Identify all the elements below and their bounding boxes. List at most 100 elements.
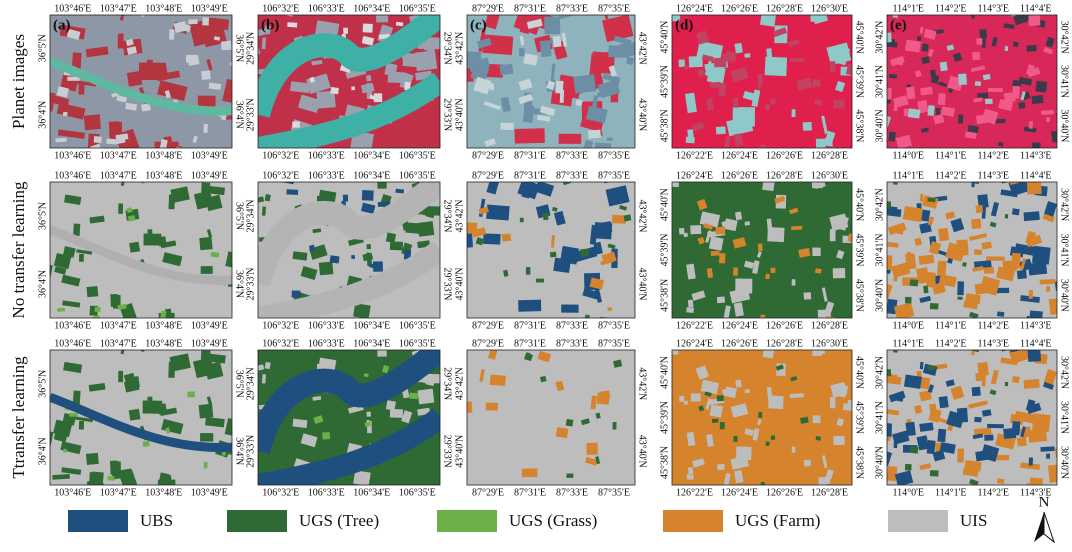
latitude-label: 45°39'N bbox=[659, 65, 670, 98]
land-patch bbox=[200, 433, 213, 441]
land-patch bbox=[833, 99, 844, 108]
land-patch bbox=[758, 243, 763, 251]
longitude-label: 114°3'E bbox=[1020, 150, 1052, 161]
land-patch bbox=[937, 261, 947, 276]
land-patch bbox=[792, 447, 796, 453]
longitude-label: 126°22'E bbox=[676, 150, 713, 161]
land-patch bbox=[957, 281, 964, 295]
latitude-label: 45°39'N bbox=[854, 65, 865, 98]
latitude-label: 36°4'N bbox=[234, 101, 245, 129]
land-patch bbox=[679, 228, 685, 235]
land-patch bbox=[804, 460, 811, 467]
latitude-label: 29°34'N bbox=[245, 32, 256, 65]
land-patch bbox=[792, 279, 796, 285]
longitude-label: 103°47'E bbox=[100, 150, 137, 161]
land-patch bbox=[1032, 246, 1051, 265]
land-patch bbox=[203, 124, 208, 133]
land-patch bbox=[957, 448, 964, 462]
land-patch bbox=[363, 24, 373, 33]
longitude-label: 87°33'E bbox=[556, 338, 588, 349]
land-patch bbox=[1023, 211, 1039, 221]
legend-swatch bbox=[437, 510, 497, 532]
longitude-label: 87°33'E bbox=[556, 170, 588, 181]
land-patch bbox=[974, 249, 982, 255]
panel-label: (d) bbox=[675, 17, 693, 33]
land-patch bbox=[1046, 286, 1050, 291]
land-patch bbox=[910, 446, 919, 453]
land-patch bbox=[188, 19, 197, 24]
legend-label: UIS bbox=[960, 511, 987, 530]
land-patch bbox=[733, 267, 738, 275]
map-panel bbox=[41, 168, 239, 336]
longitude-label: 114°1'E bbox=[935, 150, 967, 161]
land-patch bbox=[500, 123, 514, 131]
longitude-label: 87°31'E bbox=[514, 320, 546, 331]
land-patch bbox=[580, 248, 589, 256]
land-patch bbox=[395, 189, 403, 194]
latitude-label: 36°4'N bbox=[234, 437, 245, 465]
longitude-label: 126°30'E bbox=[811, 338, 848, 349]
land-patch bbox=[938, 93, 946, 105]
land-patch bbox=[688, 467, 693, 474]
row-label: No transfer learning bbox=[9, 181, 28, 318]
latitude-label: 30°40'N bbox=[874, 109, 885, 142]
longitude-label: 126°28'E bbox=[766, 338, 803, 349]
north-arrow: N bbox=[1034, 494, 1054, 542]
land-patch bbox=[292, 419, 307, 428]
land-patch bbox=[187, 55, 199, 66]
land-patch bbox=[351, 255, 355, 259]
legend-label: UBS bbox=[140, 511, 173, 530]
longitude-label: 103°46'E bbox=[54, 338, 91, 349]
land-patch bbox=[1005, 46, 1008, 51]
land-patch bbox=[1031, 95, 1043, 104]
land-patch bbox=[56, 268, 59, 272]
land-patch bbox=[221, 41, 232, 51]
land-patch bbox=[550, 252, 557, 258]
land-patch bbox=[714, 58, 726, 68]
land-patch bbox=[920, 362, 924, 369]
longitude-label: 126°24'E bbox=[721, 320, 758, 331]
longitude-label: 103°49'E bbox=[191, 338, 228, 349]
longitude-label: 106°33'E bbox=[308, 338, 345, 349]
longitude-label: 87°31'E bbox=[514, 150, 546, 161]
land-patch bbox=[920, 377, 930, 389]
longitude-label: 87°29'E bbox=[472, 3, 504, 14]
land-patch bbox=[1004, 92, 1016, 102]
longitude-label: 114°1'E bbox=[892, 170, 924, 181]
land-patch bbox=[917, 36, 921, 41]
latitude-label: 43°42'N bbox=[454, 199, 465, 232]
land-patch bbox=[688, 300, 694, 308]
land-patch bbox=[957, 408, 968, 423]
land-patch bbox=[903, 206, 923, 222]
panel-label: (a) bbox=[53, 17, 71, 33]
land-patch bbox=[920, 194, 924, 202]
longitude-label: 103°46'E bbox=[54, 320, 91, 331]
land-patch bbox=[57, 308, 65, 312]
land-patch bbox=[975, 283, 989, 295]
land-patch bbox=[984, 267, 994, 274]
latitude-label: 45°40'N bbox=[854, 21, 865, 54]
latitude-label: 45°40'N bbox=[659, 356, 670, 389]
land-patch bbox=[792, 109, 796, 117]
latitude-label: 43°42'N bbox=[454, 32, 465, 65]
land-patch bbox=[1063, 434, 1067, 438]
latitude-label: 30°42'N bbox=[1059, 188, 1070, 221]
latitude-label: 30°41'N bbox=[1059, 401, 1070, 434]
land-patch bbox=[686, 307, 694, 313]
land-patch bbox=[975, 373, 983, 382]
longitude-label: 103°49'E bbox=[191, 150, 228, 161]
latitude-label: 45°39'N bbox=[854, 233, 865, 266]
longitude-label: 114°2'E bbox=[977, 150, 1009, 161]
longitude-label: 103°49'E bbox=[191, 320, 228, 331]
longitude-label: 126°28'E bbox=[766, 3, 803, 14]
longitude-label: 126°24'E bbox=[721, 150, 758, 161]
latitude-label: 43°42'N bbox=[637, 367, 648, 400]
land-patch bbox=[1028, 15, 1040, 26]
latitude-label: 36°4'N bbox=[37, 437, 48, 465]
land-patch bbox=[377, 182, 386, 189]
land-patch bbox=[984, 435, 993, 441]
map-panel bbox=[666, 2, 861, 155]
longitude-label: 114°2'E bbox=[977, 487, 1009, 498]
longitude-label: 106°33'E bbox=[308, 150, 345, 161]
land-patch bbox=[142, 441, 149, 447]
